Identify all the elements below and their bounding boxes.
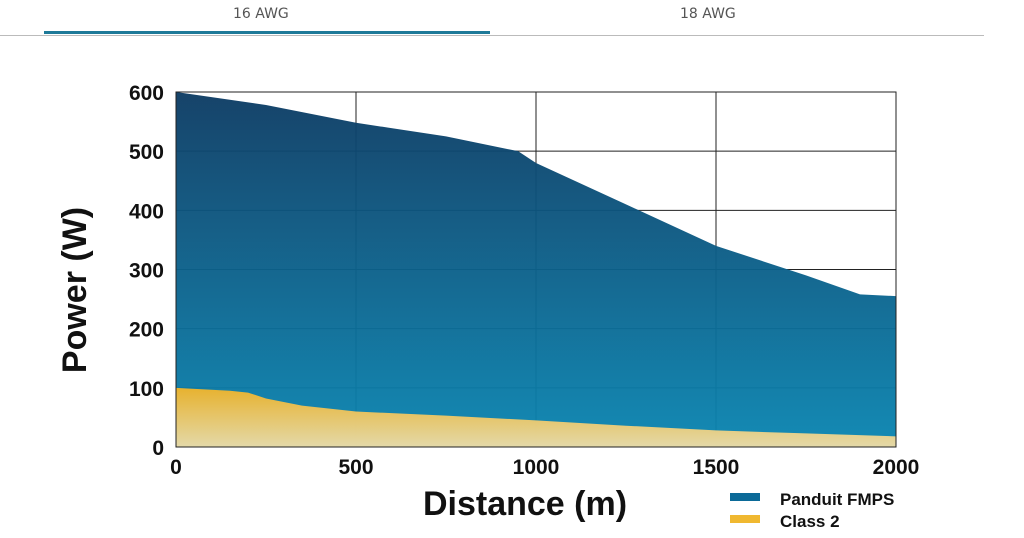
y-tick-label: 100 (129, 378, 164, 401)
tab-bar: 16 AWG 18 AWG (0, 0, 984, 36)
area-panduit-fmps (176, 92, 896, 447)
legend-label-panduit: Panduit FMPS (780, 490, 894, 509)
legend-label-class2: Class 2 (780, 512, 840, 531)
legend: Panduit FMPS Class 2 (730, 490, 894, 531)
x-tick-label: 500 (338, 456, 373, 479)
y-tick-label: 400 (129, 200, 164, 223)
y-tick-label: 600 (129, 82, 164, 105)
x-tick-label: 1500 (693, 456, 740, 479)
tab-18-awg[interactable]: 18 AWG (680, 6, 736, 22)
active-tab-indicator (44, 31, 490, 34)
y-axis-label: Power (W) (56, 207, 94, 373)
x-tick-label: 0 (170, 456, 182, 479)
x-tick-label: 1000 (513, 456, 560, 479)
x-tick-label: 2000 (873, 456, 920, 479)
y-tick-label: 300 (129, 260, 164, 283)
tab-16-awg[interactable]: 16 AWG (233, 6, 289, 22)
legend-swatch-panduit (730, 493, 760, 501)
area-class-2 (176, 387, 896, 447)
x-axis-label: Distance (m) (423, 485, 627, 523)
legend-swatch-class2 (730, 515, 760, 523)
y-tick-label: 0 (152, 437, 164, 460)
y-tick-label: 200 (129, 319, 164, 342)
plot-border (175, 91, 897, 448)
y-tick-label: 500 (129, 141, 164, 164)
